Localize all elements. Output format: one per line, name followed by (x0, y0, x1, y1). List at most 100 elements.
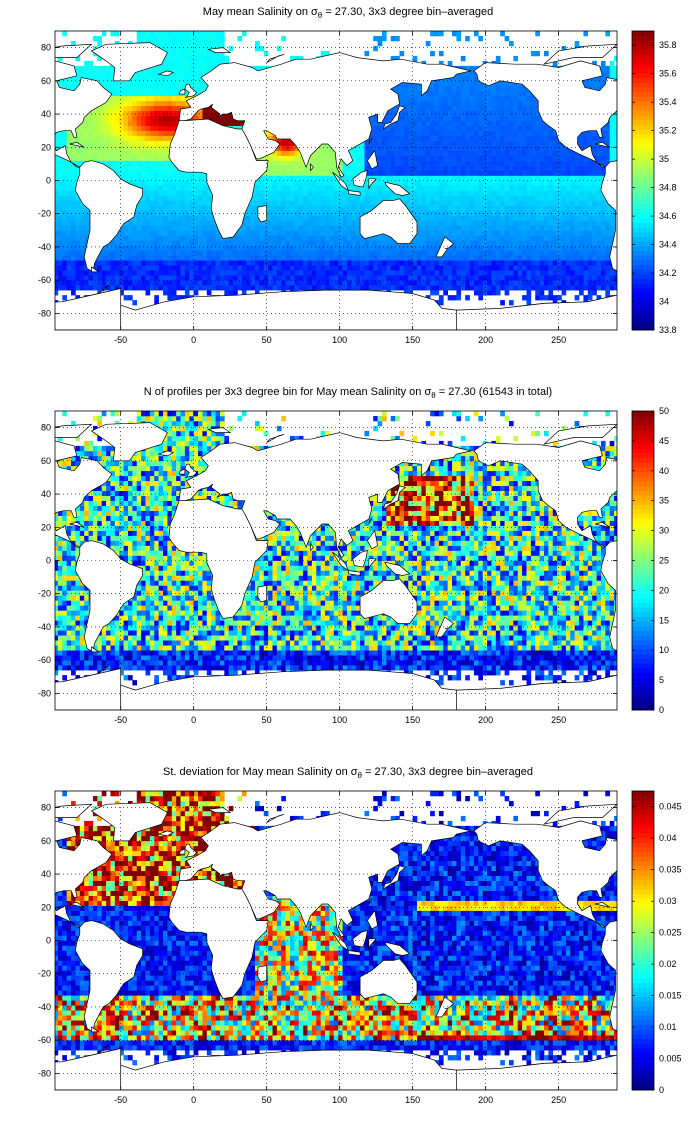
data-cell (316, 180, 321, 186)
data-cell (250, 285, 256, 291)
data-cell (421, 200, 427, 206)
data-cell (390, 140, 396, 146)
data-cell (198, 210, 203, 216)
data-cell (325, 50, 330, 57)
data-cell (491, 255, 497, 261)
data-cell (346, 195, 352, 201)
data-cell (127, 85, 133, 92)
data-cell (176, 180, 181, 186)
data-cell (421, 235, 427, 241)
data-cell (189, 80, 194, 87)
data-cell (430, 115, 435, 121)
data-cell (127, 150, 133, 156)
data-cell (163, 235, 168, 241)
data-cell (285, 285, 291, 291)
data-cell (294, 265, 300, 271)
data-cell (294, 275, 300, 281)
data-cell (57, 245, 63, 251)
data-cell (88, 125, 94, 131)
data-cell (145, 225, 151, 231)
data-cell (233, 265, 238, 271)
data-cell (176, 100, 181, 107)
data-cell (447, 210, 453, 216)
data-cell (417, 205, 422, 211)
data-cell (263, 260, 269, 266)
data-cell (412, 130, 418, 136)
data-cell (447, 195, 453, 201)
data-cell (57, 225, 63, 231)
data-cell (311, 190, 317, 196)
data-cell (434, 240, 440, 246)
data-cell (434, 100, 440, 107)
data-cell (62, 230, 67, 236)
data-cell (465, 235, 470, 241)
data-cell (333, 270, 339, 276)
data-cell (141, 110, 146, 117)
data-cell (482, 95, 488, 102)
data-cell (180, 220, 186, 226)
data-cell (224, 280, 230, 286)
data-cell (403, 260, 409, 266)
data-cell (447, 155, 453, 161)
data-cell (346, 205, 352, 211)
data-cell (285, 215, 291, 221)
data-cell (180, 40, 186, 47)
data-cell (425, 220, 431, 226)
data-cell (395, 280, 400, 286)
data-cell (206, 50, 212, 57)
data-cell (298, 260, 304, 266)
data-cell (176, 270, 181, 276)
data-cell (495, 90, 501, 97)
data-cell (465, 80, 470, 87)
data-cell (377, 175, 383, 181)
data-cell (491, 160, 497, 166)
data-cell (443, 95, 448, 102)
data-cell (412, 145, 418, 151)
data-cell (447, 205, 453, 211)
data-cell (171, 250, 177, 256)
data-cell (285, 260, 291, 266)
data-cell (338, 260, 343, 266)
data-cell (180, 60, 186, 67)
data-cell (298, 225, 304, 231)
data-cell (281, 140, 286, 146)
data-cell (403, 85, 409, 92)
data-cell (469, 225, 475, 231)
data-cell (487, 250, 492, 256)
data-cell (250, 200, 256, 206)
data-cell (333, 195, 339, 201)
data-cell (62, 180, 67, 186)
data-cell (75, 250, 81, 256)
data-cell (447, 95, 453, 102)
data-cell (136, 31, 142, 37)
data-cell (132, 220, 138, 226)
data-cell (342, 235, 348, 241)
data-cell (84, 145, 89, 151)
data-cell (211, 225, 216, 231)
data-cell (55, 165, 59, 171)
data-cell (491, 265, 497, 271)
data-cell (443, 80, 448, 87)
data-cell (443, 250, 448, 256)
data-cell (456, 150, 462, 156)
data-cell (57, 195, 63, 201)
data-cell (373, 45, 378, 52)
data-cell (456, 260, 462, 266)
data-cell (460, 170, 466, 176)
data-cell (171, 230, 177, 236)
data-cell (500, 170, 505, 176)
data-cell (184, 60, 190, 67)
data-cell (447, 115, 453, 121)
data-cell (132, 160, 138, 166)
data-cell (316, 215, 321, 221)
data-cell (425, 140, 431, 146)
data-cell (272, 180, 278, 186)
data-cell (254, 190, 260, 196)
data-cell (421, 280, 427, 286)
data-cell (412, 165, 418, 171)
data-cell (119, 95, 124, 102)
data-cell (154, 185, 159, 191)
data-cell (434, 120, 440, 126)
data-cell (119, 130, 124, 136)
data-cell (386, 245, 392, 251)
